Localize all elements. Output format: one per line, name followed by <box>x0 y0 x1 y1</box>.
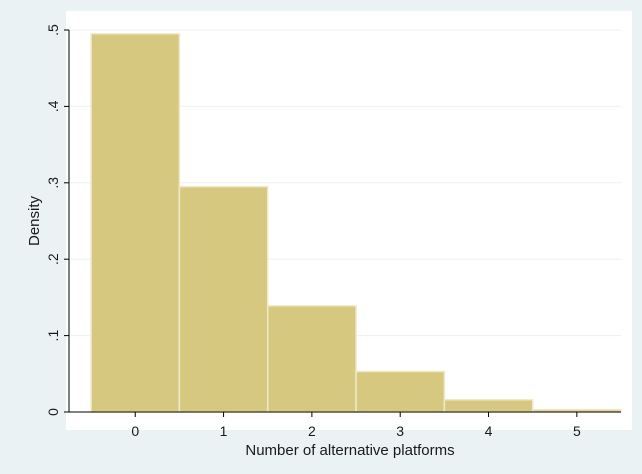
y-ticks: 0 .1 .2 .3 .4 .5 <box>45 24 69 416</box>
y-tick-label-4: .4 <box>45 100 61 112</box>
x-axis-label: Number of alternative platforms <box>245 442 454 459</box>
y-tick-label-0: 0 <box>45 408 61 416</box>
bar-0 <box>90 33 181 413</box>
x-tick-label-1: 1 <box>220 423 228 439</box>
x-tick-label-4: 4 <box>485 423 493 439</box>
bar-4 <box>443 399 534 413</box>
x-tick-label-0: 0 <box>131 423 139 439</box>
x-tick-label-5: 5 <box>573 423 581 439</box>
y-axis-label: Density <box>26 195 43 246</box>
y-tick-label-5: .5 <box>45 24 61 36</box>
bars <box>90 33 622 413</box>
x-tick-label-3: 3 <box>396 423 404 439</box>
y-tick-label-1: .1 <box>45 330 61 342</box>
bar-1 <box>178 185 269 413</box>
y-tick-label-2: .2 <box>45 253 61 265</box>
x-ticks: 0 1 2 3 4 5 <box>131 412 581 439</box>
bar-2 <box>266 305 357 413</box>
y-tick-label-3: .3 <box>45 177 61 189</box>
x-tick-label-2: 2 <box>308 423 316 439</box>
bar-3 <box>355 370 446 413</box>
